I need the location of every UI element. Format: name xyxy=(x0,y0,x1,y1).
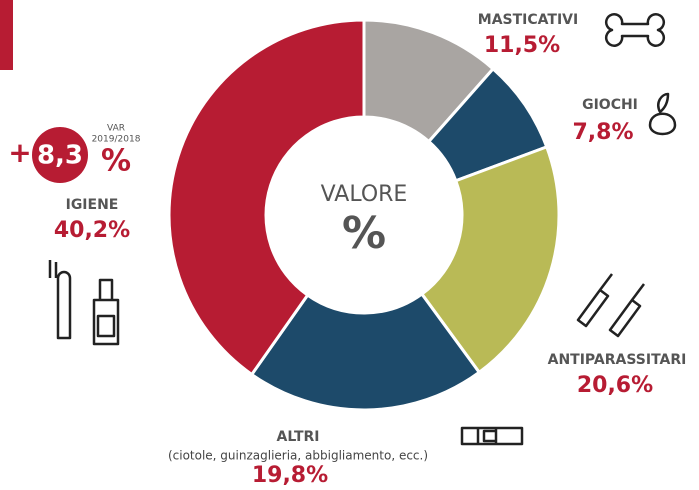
corner-mark xyxy=(0,0,13,70)
category-label: GIOCHI xyxy=(582,97,638,113)
altri-note: (ciotole, guinzaglieria, abbigliamento, … xyxy=(168,449,428,463)
variation-label: VAR xyxy=(107,124,125,134)
variation-badge xyxy=(32,127,88,183)
segment xyxy=(249,291,482,412)
donut xyxy=(167,18,561,412)
value-label: 19,8% xyxy=(252,463,328,488)
variation-unit: % xyxy=(101,144,131,179)
hygiene-icon xyxy=(48,260,120,346)
variation-value: 8,3 xyxy=(37,141,83,171)
segment xyxy=(167,18,366,377)
category-label: MASTICATIVI xyxy=(478,12,578,28)
value-label: 20,6% xyxy=(577,373,653,398)
value-label: 11,5% xyxy=(484,33,560,58)
vial-icon xyxy=(576,273,645,338)
category-label: ANTIPARASSITARI xyxy=(548,352,687,368)
bone-icon xyxy=(605,13,665,47)
toy-icon xyxy=(648,92,677,136)
category-label: IGIENE xyxy=(66,197,119,213)
variation-sign: + xyxy=(8,136,31,169)
variation-label: 2019/2018 xyxy=(92,135,141,145)
center-title: VALORE xyxy=(321,182,408,207)
belt-icon xyxy=(460,426,524,446)
value-label: 40,2% xyxy=(54,218,130,243)
center-unit: % xyxy=(342,208,386,259)
category-label: ALTRI xyxy=(277,429,320,445)
value-label: 7,8% xyxy=(572,120,633,145)
segment xyxy=(419,144,561,375)
